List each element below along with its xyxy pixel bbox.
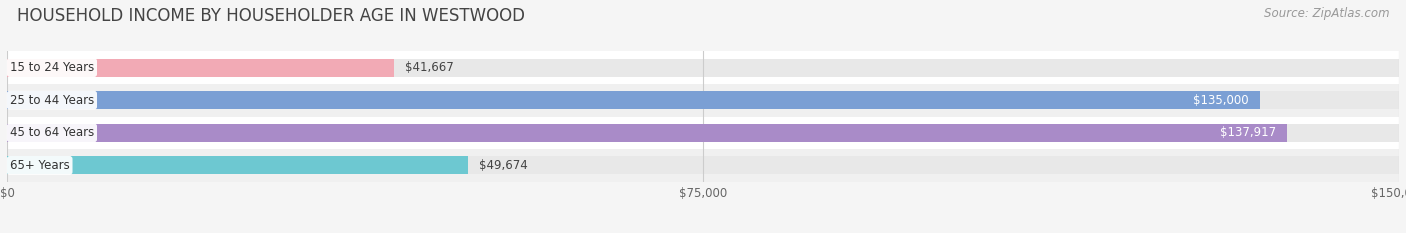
Bar (7, 84, 1399, 116)
Text: 15 to 24 Years: 15 to 24 Years (10, 61, 94, 74)
Bar (7, 157, 468, 174)
Text: Source: ZipAtlas.com: Source: ZipAtlas.com (1264, 7, 1389, 20)
Text: 65+ Years: 65+ Years (10, 159, 69, 172)
Text: HOUSEHOLD INCOME BY HOUSEHOLDER AGE IN WESTWOOD: HOUSEHOLD INCOME BY HOUSEHOLDER AGE IN W… (17, 7, 524, 25)
Bar (7, 157, 1399, 174)
Text: 25 to 44 Years: 25 to 44 Years (10, 94, 94, 107)
Text: $49,674: $49,674 (479, 159, 527, 172)
Text: 45 to 64 Years: 45 to 64 Years (10, 126, 94, 139)
Bar (7, 116, 1399, 149)
Bar (7, 124, 1286, 142)
Text: $41,667: $41,667 (405, 61, 454, 74)
Text: $135,000: $135,000 (1194, 94, 1249, 107)
Bar (7, 91, 1399, 109)
Text: $137,917: $137,917 (1219, 126, 1275, 139)
Bar (7, 59, 1399, 76)
Bar (7, 124, 1399, 142)
Bar (7, 91, 1260, 109)
Bar (7, 149, 1399, 182)
Bar (7, 59, 394, 76)
Bar (7, 51, 1399, 84)
